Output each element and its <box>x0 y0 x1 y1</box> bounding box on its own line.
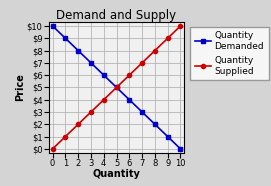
Quantity
Demanded <box>115 86 118 89</box>
Line: Quantity
Demanded: Quantity Demanded <box>50 24 183 151</box>
Y-axis label: Price: Price <box>15 73 25 101</box>
Quantity
Supplied <box>51 148 54 150</box>
Quantity
Supplied <box>140 62 144 64</box>
Quantity
Supplied <box>76 123 80 125</box>
X-axis label: Quantity: Quantity <box>93 169 140 179</box>
Quantity
Demanded <box>102 74 105 76</box>
Quantity
Demanded <box>128 99 131 101</box>
Quantity
Supplied <box>102 99 105 101</box>
Legend: Quantity
Demanded, Quantity
Supplied: Quantity Demanded, Quantity Supplied <box>190 27 269 80</box>
Title: Demand and Supply: Demand and Supply <box>56 9 177 22</box>
Quantity
Demanded <box>179 148 182 150</box>
Quantity
Demanded <box>51 25 54 27</box>
Quantity
Demanded <box>153 123 157 125</box>
Quantity
Demanded <box>76 49 80 52</box>
Quantity
Supplied <box>179 25 182 27</box>
Quantity
Supplied <box>89 111 93 113</box>
Quantity
Demanded <box>89 62 93 64</box>
Quantity
Supplied <box>64 135 67 138</box>
Quantity
Supplied <box>128 74 131 76</box>
Quantity
Supplied <box>166 37 169 39</box>
Quantity
Demanded <box>140 111 144 113</box>
Quantity
Supplied <box>153 49 157 52</box>
Quantity
Demanded <box>64 37 67 39</box>
Line: Quantity
Supplied: Quantity Supplied <box>50 24 183 151</box>
Quantity
Supplied <box>115 86 118 89</box>
Quantity
Demanded <box>166 135 169 138</box>
